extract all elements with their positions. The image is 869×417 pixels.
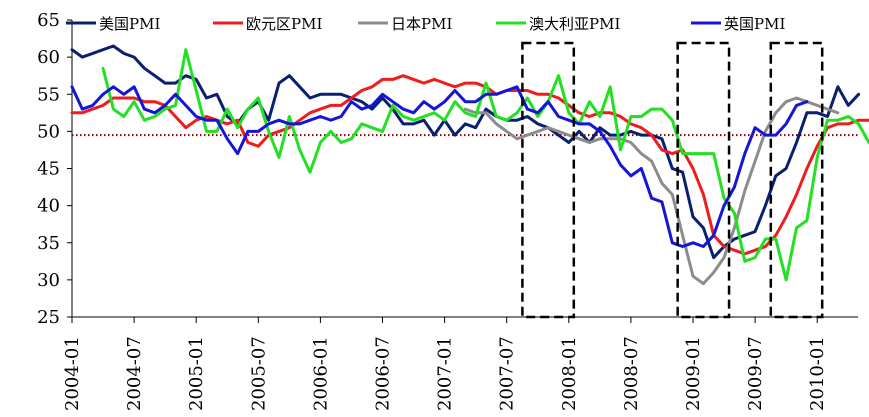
highlight-box-1: [676, 41, 731, 319]
x-tick-label: 2010-01: [807, 336, 828, 411]
legend-label-0: 美国PMI: [99, 15, 160, 33]
highlight-boxes: [521, 41, 824, 319]
y-tick-label: 60: [37, 47, 60, 68]
x-tick-label: 2008-07: [621, 336, 642, 411]
series-line-4: [70, 85, 809, 248]
x-tick-label: 2007-01: [435, 336, 456, 411]
series-line-0: [70, 44, 861, 260]
series-lines: [70, 44, 869, 286]
series-line-3: [101, 48, 869, 282]
y-tick-label: 35: [37, 233, 60, 254]
y-tick-label: 40: [37, 196, 60, 217]
series-line-1: [70, 74, 869, 256]
x-tick-label: 2008-01: [559, 336, 580, 411]
x-tick-label: 2006-07: [373, 336, 394, 411]
highlight-box-2: [769, 41, 824, 319]
x-tick-label: 2007-07: [497, 336, 518, 411]
x-tick-label: 2004-07: [124, 336, 145, 411]
x-tick-label: 2009-01: [683, 336, 704, 411]
y-tick-labels: 25 30 35 40 45 50 55 60 65: [37, 10, 60, 328]
legend-label-2: 日本PMI: [391, 15, 452, 33]
highlight-box-0: [521, 41, 576, 319]
x-tick-label: 2005-01: [186, 336, 207, 411]
y-tick-label: 45: [37, 159, 60, 180]
legend: 美国PMI 欧元区PMI 日本PMI 澳大利亚PMI 英国PMI: [66, 15, 785, 33]
y-tick-label: 30: [37, 270, 60, 291]
legend-label-1: 欧元区PMI: [246, 15, 322, 33]
y-tick-label: 50: [37, 121, 60, 142]
x-tick-label: 2006-01: [310, 336, 331, 411]
legend-label-3: 澳大利亚PMI: [529, 15, 620, 33]
y-tick-label: 25: [37, 307, 60, 328]
x-tick-label: 2004-01: [62, 336, 83, 411]
y-tick-label: 65: [37, 10, 60, 31]
x-tick-label: 2009-07: [745, 336, 766, 411]
x-tick-labels: 2004-01 2004-07 2005-01 2005-07 2006-01 2006-…: [62, 336, 828, 411]
y-tick-label: 55: [37, 84, 60, 105]
x-tick-label: 2005-07: [248, 336, 269, 411]
series-line-2: [463, 96, 840, 286]
legend-label-4: 英国PMI: [724, 15, 785, 33]
